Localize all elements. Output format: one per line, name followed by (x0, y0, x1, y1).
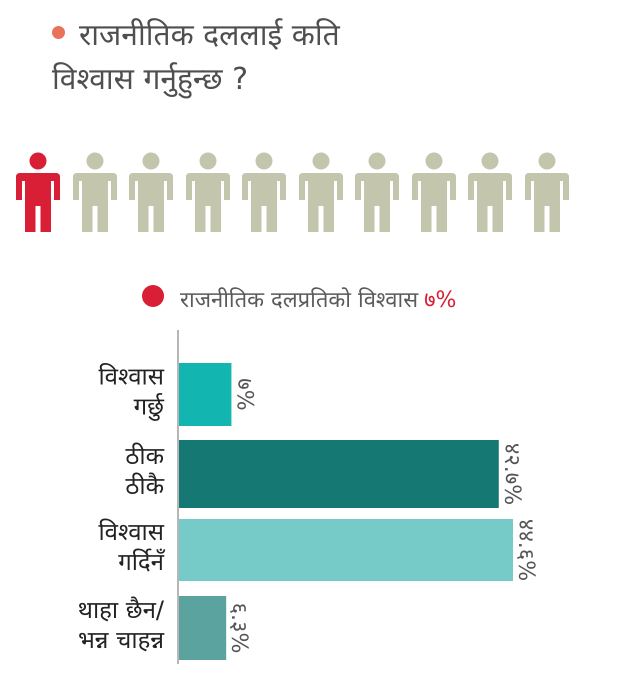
person-icon (355, 152, 399, 232)
person-icon (185, 152, 230, 232)
category-label: ठीक (125, 442, 164, 470)
category-label: गर्दिनँ (118, 548, 166, 576)
category-label: विश्वास (98, 518, 164, 546)
data-label: ४२.७% (499, 443, 524, 505)
person-icon (411, 152, 456, 232)
title-line-1: राजनीतिक दललाई कति (52, 14, 612, 58)
title-text-1: राजनीतिक दललाई कति (79, 18, 340, 53)
person-icon (129, 152, 173, 232)
category-label: थाहा छैन/ (78, 596, 165, 624)
bar (179, 440, 499, 508)
data-label: ४४.६% (513, 519, 538, 581)
people-icon-row (14, 152, 614, 236)
person-icon (16, 152, 60, 232)
chart-title: राजनीतिक दललाई कति विश्वास गर्नुहुन्छ ? (52, 14, 612, 102)
legend-label: राजनीतिक दलप्रतिको विश्वास (180, 288, 419, 313)
category-label: गर्छु (134, 393, 166, 422)
title-line-2: विश्वास गर्नुहुन्छ ? (52, 62, 249, 97)
legend-dot-icon (142, 285, 164, 307)
person-icon (242, 152, 286, 232)
bar-chart: ७%विश्वासगर्छु४२.७%ठीकठीकै४४.६%विश्वासगर… (78, 330, 538, 664)
person-icon (524, 152, 569, 232)
category-label: ठीकै (125, 472, 164, 500)
person-icon (468, 152, 512, 232)
bar (179, 363, 232, 426)
legend-value: ७% (424, 288, 457, 313)
category-label: भन्न चाहन्न (78, 626, 165, 654)
title-bullet-dot (52, 26, 65, 39)
legend: राजनीतिक दलप्रतिको विश्वास ७% (142, 284, 456, 314)
person-icon (72, 152, 117, 232)
bar (179, 596, 227, 660)
person-icon (298, 152, 343, 232)
bar (179, 519, 514, 581)
data-label: ७% (231, 378, 256, 410)
category-label: विश्वास (98, 363, 164, 391)
data-label: ६.३% (226, 603, 251, 654)
